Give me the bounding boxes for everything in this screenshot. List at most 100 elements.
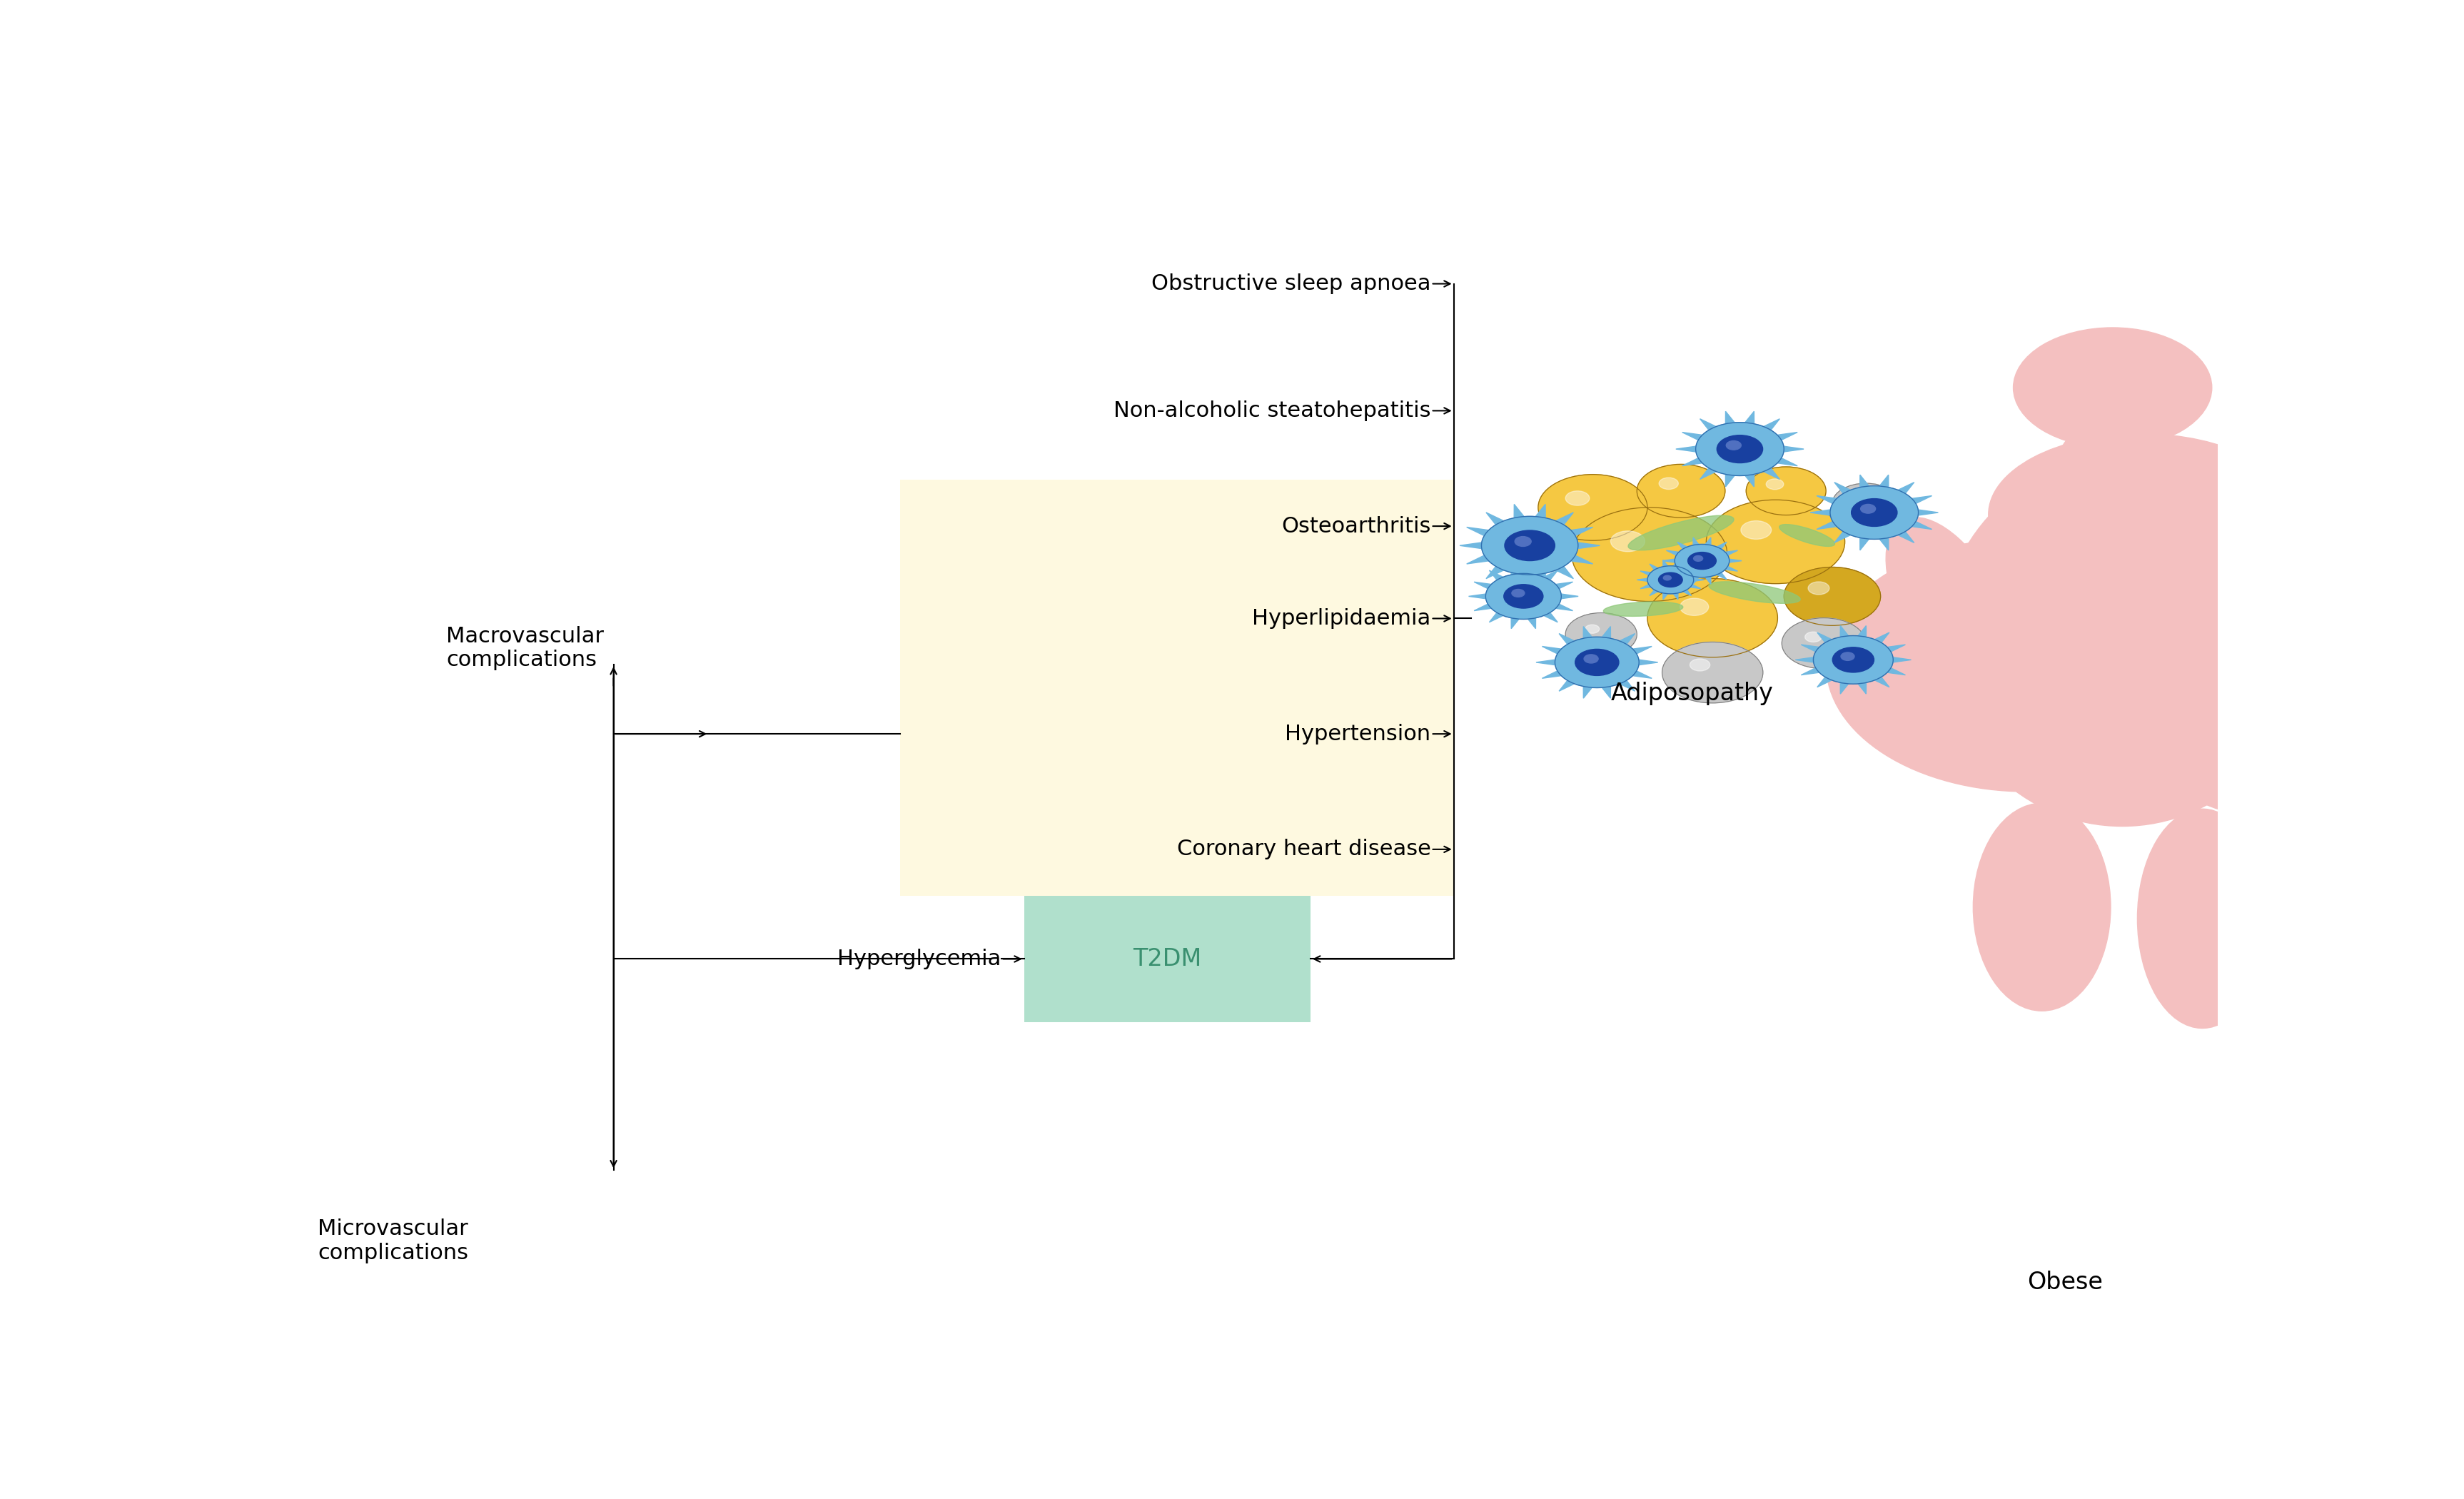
Circle shape: [1574, 649, 1619, 676]
Text: Hyperglycemia: Hyperglycemia: [838, 949, 1000, 970]
Polygon shape: [1882, 655, 1912, 664]
Polygon shape: [1545, 559, 1574, 579]
Polygon shape: [1678, 568, 1693, 580]
Polygon shape: [1833, 525, 1860, 543]
Polygon shape: [1523, 564, 1535, 582]
Polygon shape: [1703, 573, 1710, 585]
Text: Coronary heart disease: Coronary heart disease: [1178, 839, 1432, 860]
Circle shape: [1767, 478, 1784, 490]
Polygon shape: [1878, 645, 1905, 655]
Text: Microvascular
complications: Microvascular complications: [318, 1219, 468, 1264]
Polygon shape: [1878, 664, 1905, 675]
Polygon shape: [1584, 627, 1597, 645]
Circle shape: [2013, 328, 2213, 448]
Polygon shape: [1816, 496, 1848, 508]
Polygon shape: [1678, 543, 1693, 553]
Polygon shape: [1666, 564, 1685, 571]
Circle shape: [1693, 556, 1703, 561]
Polygon shape: [1754, 462, 1779, 480]
Polygon shape: [1722, 558, 1742, 564]
Polygon shape: [1860, 531, 1875, 550]
Polygon shape: [1907, 508, 1939, 517]
Polygon shape: [1816, 517, 1848, 529]
Circle shape: [1565, 492, 1589, 505]
Circle shape: [1705, 499, 1846, 583]
Polygon shape: [1678, 564, 1690, 573]
Polygon shape: [1833, 483, 1860, 501]
Polygon shape: [1860, 475, 1875, 495]
Polygon shape: [1865, 633, 1890, 649]
Ellipse shape: [2161, 676, 2351, 815]
Circle shape: [1690, 658, 1710, 672]
Polygon shape: [1552, 592, 1579, 600]
Polygon shape: [1811, 508, 1843, 517]
Circle shape: [1506, 531, 1555, 561]
Circle shape: [1663, 642, 1762, 703]
Circle shape: [1833, 648, 1875, 673]
Polygon shape: [1841, 625, 1853, 643]
Circle shape: [1658, 573, 1683, 588]
Polygon shape: [1611, 634, 1636, 651]
Polygon shape: [1816, 633, 1841, 649]
Polygon shape: [1510, 564, 1523, 582]
Circle shape: [1636, 465, 1725, 517]
Polygon shape: [1887, 525, 1915, 543]
Polygon shape: [1875, 475, 1887, 495]
Circle shape: [1565, 613, 1636, 657]
Polygon shape: [1801, 664, 1831, 675]
Ellipse shape: [1988, 433, 2294, 595]
Polygon shape: [1841, 676, 1853, 694]
Circle shape: [1831, 486, 1919, 540]
Polygon shape: [1584, 679, 1597, 699]
Polygon shape: [1740, 468, 1754, 487]
Polygon shape: [1693, 573, 1703, 585]
Polygon shape: [1663, 561, 1671, 571]
Polygon shape: [1683, 571, 1700, 577]
Polygon shape: [1488, 607, 1510, 622]
Polygon shape: [1469, 592, 1496, 600]
Circle shape: [1806, 633, 1821, 642]
Polygon shape: [1683, 454, 1715, 466]
Circle shape: [1717, 435, 1762, 463]
Circle shape: [1814, 636, 1892, 684]
Polygon shape: [1887, 483, 1915, 501]
Circle shape: [1680, 598, 1708, 616]
Text: Adiposopathy: Adiposopathy: [1611, 682, 1774, 706]
Polygon shape: [1900, 517, 1932, 529]
Circle shape: [1688, 552, 1717, 570]
Polygon shape: [1641, 571, 1656, 577]
Polygon shape: [1535, 571, 1557, 586]
Polygon shape: [1459, 541, 1496, 550]
Polygon shape: [1542, 667, 1572, 679]
Circle shape: [1515, 537, 1530, 547]
Circle shape: [1841, 652, 1855, 661]
Polygon shape: [1621, 646, 1651, 658]
Polygon shape: [1865, 672, 1890, 687]
Polygon shape: [1700, 418, 1725, 436]
Polygon shape: [1678, 586, 1690, 595]
Polygon shape: [1486, 513, 1513, 532]
Circle shape: [1503, 585, 1542, 609]
Circle shape: [1850, 499, 1897, 526]
Text: Hypertension: Hypertension: [1286, 724, 1432, 745]
Circle shape: [1572, 508, 1727, 601]
Polygon shape: [1542, 646, 1572, 658]
Circle shape: [1663, 576, 1671, 580]
Circle shape: [1486, 574, 1562, 619]
Polygon shape: [1636, 577, 1653, 582]
Polygon shape: [1663, 589, 1671, 600]
Circle shape: [1584, 625, 1599, 634]
Polygon shape: [1754, 418, 1779, 436]
Polygon shape: [1725, 468, 1740, 487]
Polygon shape: [1740, 411, 1754, 432]
Polygon shape: [1676, 445, 1708, 454]
Polygon shape: [1648, 564, 1663, 573]
Polygon shape: [1597, 679, 1611, 699]
Ellipse shape: [1708, 582, 1801, 604]
Polygon shape: [1597, 627, 1611, 645]
Ellipse shape: [1604, 601, 1683, 616]
Ellipse shape: [1779, 525, 1836, 546]
Circle shape: [1513, 589, 1525, 597]
Polygon shape: [1513, 504, 1530, 526]
Text: Non-alcoholic steatohepatitis: Non-alcoholic steatohepatitis: [1114, 400, 1432, 421]
